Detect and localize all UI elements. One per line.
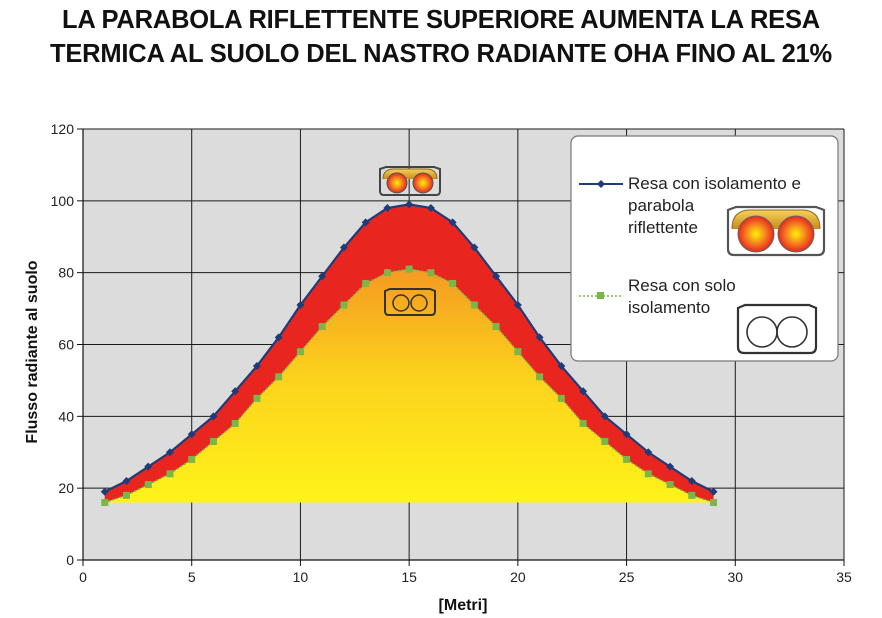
series-2-point-27 — [688, 491, 696, 499]
series-2-point-25 — [644, 470, 652, 478]
series-1-point-0 — [100, 487, 109, 496]
y-tick-label-0: 0 — [66, 552, 74, 568]
series-1-point-17 — [470, 243, 479, 252]
series-2-point-8 — [275, 373, 283, 381]
series-1-point-21 — [557, 362, 566, 371]
y-axis-label: Flusso radiante al suolo — [24, 260, 41, 443]
series-1-point-2 — [144, 462, 153, 471]
series-2 — [101, 265, 718, 507]
series-1-point-9 — [296, 300, 305, 309]
series-1-point-6 — [231, 387, 240, 396]
series-1-point-22 — [579, 387, 588, 396]
x-tick-label-7: 35 — [836, 569, 852, 585]
series-2-point-4 — [188, 455, 196, 463]
series-2-point-1 — [122, 491, 130, 499]
series-1-point-27 — [687, 476, 696, 485]
axes: 0 20 40 60 80 100 120 0 5 10 15 20 25 30 35 — [51, 121, 852, 585]
series-1-point-25 — [644, 448, 653, 457]
heater-with-reflector-icon — [379, 166, 441, 196]
series-2-point-0 — [101, 499, 109, 507]
area-under-lower-series — [104, 269, 714, 503]
series-2-point-3 — [166, 470, 174, 478]
series-2-point-7 — [253, 394, 261, 402]
series-1-point-14 — [405, 200, 414, 209]
series-1-point-13 — [383, 204, 392, 213]
series-2-point-18 — [492, 323, 500, 331]
series-2-point-14 — [405, 265, 413, 273]
series-1-point-10 — [318, 272, 327, 281]
series-2-point-28 — [710, 499, 718, 507]
heater-without-reflector-icon — [384, 288, 436, 316]
series-2-point-6 — [231, 420, 239, 428]
legend-label-series-2-line-1: Resa con solo — [628, 276, 736, 295]
x-tick-label-1: 5 — [188, 569, 196, 585]
legend-entry-series-2: Resa con solo isolamento — [579, 276, 736, 317]
series-layer — [100, 200, 718, 507]
series-2-point-10 — [318, 323, 326, 331]
y-tick-label-6: 120 — [51, 121, 75, 137]
series-2-point-24 — [623, 455, 631, 463]
series-1-point-28 — [709, 487, 718, 496]
series-1-point-12 — [361, 218, 370, 227]
series-1-point-26 — [666, 462, 675, 471]
x-tick-label-0: 0 — [79, 569, 87, 585]
legend-label-series-2-line-2: isolamento — [628, 298, 710, 317]
series-2-line — [104, 268, 714, 504]
legend-label-series-1-line-2: parabola — [628, 196, 695, 215]
area-fills — [104, 204, 714, 503]
series-2-point-12 — [362, 279, 370, 287]
series-1-point-7 — [252, 362, 261, 371]
chart-title-line-1: LA PARABOLA RIFLETTENTE SUPERIORE AUMENT… — [61, 6, 821, 34]
area-between-series — [104, 204, 714, 503]
y-tick-label-5: 100 — [51, 193, 75, 209]
series-1 — [100, 200, 718, 496]
series-1-point-1 — [122, 476, 131, 485]
series-2-point-20 — [536, 373, 544, 381]
series-1-point-16 — [448, 218, 457, 227]
series-1-point-8 — [274, 333, 283, 342]
series-2-point-19 — [514, 348, 522, 356]
chart-title-line-2: TERMICA AL SUOLO DEL NASTRO RADIANTE OHA… — [49, 40, 833, 68]
series-2-point-16 — [449, 279, 457, 287]
series-2-point-13 — [383, 269, 391, 277]
series-2-point-5 — [209, 437, 217, 445]
y-tick-label-1: 20 — [58, 480, 74, 496]
y-tick-label-2: 40 — [58, 408, 74, 424]
series-2-point-15 — [427, 269, 435, 277]
series-1-point-24 — [622, 430, 631, 439]
series-1-point-23 — [600, 412, 609, 421]
series-1-point-11 — [339, 243, 348, 252]
y-tick-label-3: 60 — [58, 337, 74, 353]
legend-heater-without-reflector-icon — [736, 303, 818, 355]
x-tick-label-5: 25 — [619, 569, 635, 585]
series-2-point-2 — [144, 481, 152, 489]
series-1-point-20 — [535, 333, 544, 342]
series-2-point-22 — [579, 420, 587, 428]
series-1-point-19 — [513, 300, 522, 309]
series-2-point-23 — [601, 437, 609, 445]
series-1-point-3 — [165, 448, 174, 457]
series-2-point-11 — [340, 301, 348, 309]
legend-entry-series-1: Resa con isolamento e parabola rifletten… — [579, 174, 801, 237]
x-axis-label: [Metri] — [439, 597, 488, 614]
x-tick-label-2: 10 — [293, 569, 309, 585]
series-2-point-9 — [296, 348, 304, 356]
series-1-point-18 — [492, 272, 501, 281]
legend-label-series-1-line-1: Resa con isolamento e — [628, 174, 801, 193]
series-2-point-26 — [666, 481, 674, 489]
series-2-point-17 — [470, 301, 478, 309]
x-tick-label-4: 20 — [510, 569, 526, 585]
x-tick-label-3: 15 — [401, 569, 417, 585]
legend: Resa con isolamento e parabola rifletten… — [570, 135, 839, 362]
series-1-point-15 — [426, 204, 435, 213]
y-tick-label-4: 80 — [58, 265, 74, 281]
series-2-point-21 — [557, 394, 565, 402]
series-1-point-4 — [187, 430, 196, 439]
x-tick-label-6: 30 — [727, 569, 743, 585]
series-1-point-5 — [209, 412, 218, 421]
legend-heater-with-reflector-icon — [726, 205, 826, 257]
legend-label-series-1-line-3: riflettente — [628, 218, 698, 237]
